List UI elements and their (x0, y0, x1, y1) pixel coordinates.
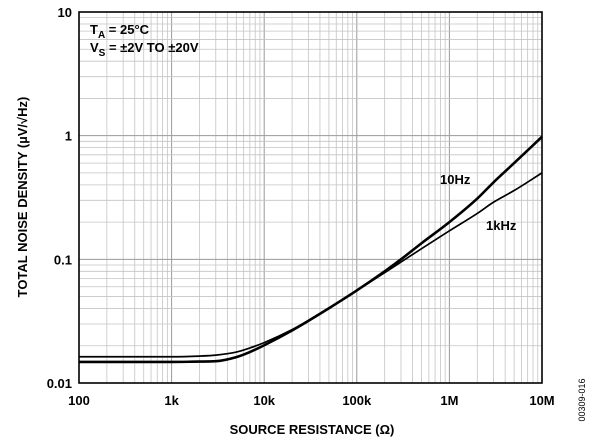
series-label-1khz: 1kHz (486, 218, 517, 233)
x-axis-label: SOURCE RESISTANCE (Ω) (230, 422, 395, 437)
grid-lines (78, 12, 542, 384)
tick-labels: 100 1k 10k 100k 1M 10M 0.01 0.1 1 10 (47, 5, 555, 408)
plot-frame (78, 11, 543, 384)
x-tick-label: 10M (529, 393, 554, 408)
series-lines (79, 135, 543, 364)
y-tick-label: 10 (58, 5, 72, 20)
conditions-block: TA = 25°C VS = ±2V TO ±20V (90, 22, 199, 59)
series-label-10hz: 10Hz (440, 172, 471, 187)
y-tick-label: 1 (65, 129, 72, 144)
y-axis-label: TOTAL NOISE DENSITY (µV/√Hz) (15, 97, 30, 298)
y-tick-label: 0.01 (47, 376, 72, 391)
y-tick-label: 0.1 (54, 252, 72, 267)
series-line-10hz (79, 135, 543, 364)
x-tick-label: 1k (164, 393, 179, 408)
x-tick-label: 1M (440, 393, 458, 408)
x-tick-label: 100k (342, 393, 372, 408)
figure-id: 00309-016 (577, 378, 587, 421)
series-line-1khz (79, 172, 543, 358)
condition-ta: TA = 25°C (90, 22, 150, 41)
x-tick-label: 100 (68, 393, 90, 408)
condition-vs: VS = ±2V TO ±20V (90, 40, 199, 59)
x-tick-label: 10k (253, 393, 275, 408)
